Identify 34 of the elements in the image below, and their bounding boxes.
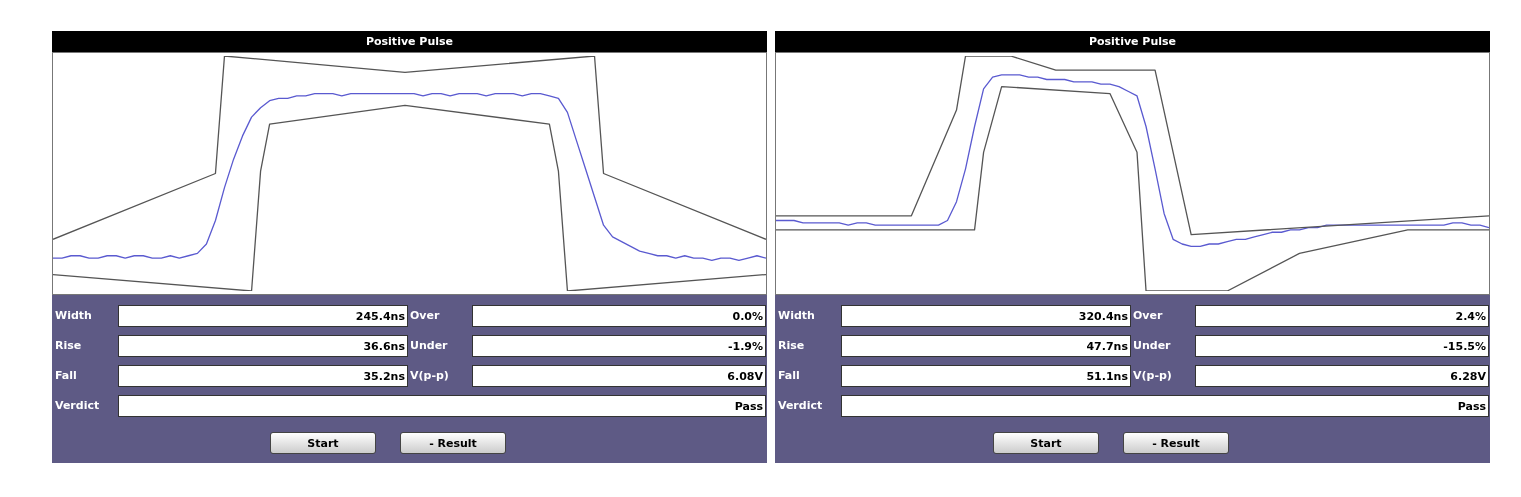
text: Verdict bbox=[55, 398, 100, 414]
text: V(p-p) bbox=[410, 368, 449, 384]
text: Over bbox=[1133, 308, 1163, 324]
text: Pass bbox=[118, 395, 766, 417]
text: 2.4% bbox=[1195, 305, 1489, 327]
text: V(p-p) bbox=[1133, 368, 1172, 384]
text: - Result bbox=[1123, 432, 1229, 454]
text: -15.5% bbox=[1195, 335, 1489, 357]
text: -1.9% bbox=[472, 335, 766, 357]
chart-title: Positive Pulse bbox=[52, 31, 767, 52]
text: Verdict bbox=[778, 398, 823, 414]
text: 6.08V bbox=[472, 365, 766, 387]
text: Width bbox=[778, 308, 815, 324]
text: Rise bbox=[55, 338, 82, 354]
text: 245.4ns bbox=[118, 305, 408, 327]
text: 6.28V bbox=[1195, 365, 1489, 387]
text: - Result bbox=[400, 432, 506, 454]
text: Width bbox=[55, 308, 92, 324]
text: 47.7ns bbox=[841, 335, 1131, 357]
text: Pass bbox=[841, 395, 1489, 417]
text: Over bbox=[410, 308, 440, 324]
text: Rise bbox=[778, 338, 805, 354]
text: 36.6ns bbox=[118, 335, 408, 357]
text: Fall bbox=[55, 368, 77, 384]
chart-title: Positive Pulse bbox=[775, 31, 1490, 52]
text: Under bbox=[410, 338, 448, 354]
text: 35.2ns bbox=[118, 365, 408, 387]
text: Fall bbox=[778, 368, 800, 384]
text: 51.1ns bbox=[841, 365, 1131, 387]
text: Start bbox=[270, 432, 376, 454]
text: Under bbox=[1133, 338, 1171, 354]
text: Start bbox=[993, 432, 1099, 454]
text: 320.4ns bbox=[841, 305, 1131, 327]
text: 0.0% bbox=[472, 305, 766, 327]
